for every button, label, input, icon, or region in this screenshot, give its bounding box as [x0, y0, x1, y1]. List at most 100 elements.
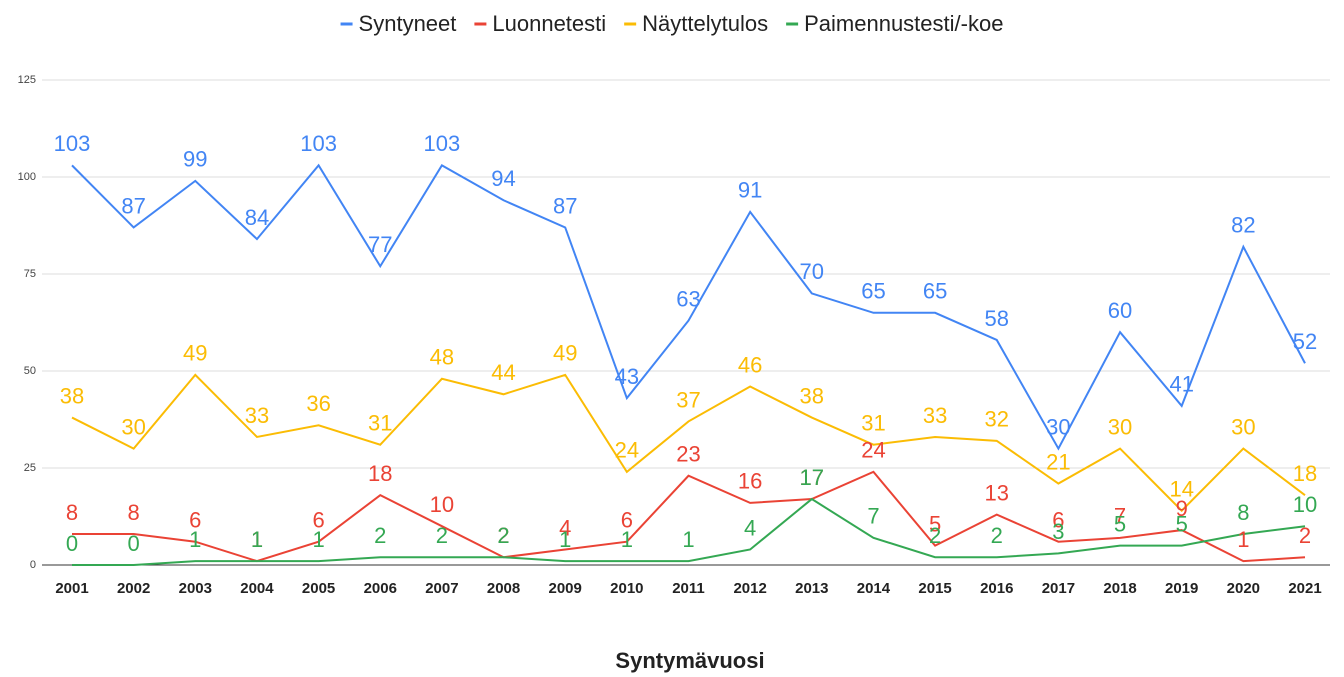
data-label: 2 — [929, 523, 941, 548]
series-line — [71, 373, 1306, 513]
data-label: 1 — [621, 527, 633, 552]
data-label: 23 — [676, 442, 700, 467]
data-label: 24 — [615, 438, 639, 463]
data-label: 44 — [491, 360, 515, 385]
data-label: 30 — [1108, 414, 1132, 439]
data-label: 5 — [1114, 511, 1126, 536]
data-label: 84 — [245, 205, 269, 230]
series-line — [72, 497, 1306, 566]
data-label: 91 — [738, 178, 762, 203]
data-label: 30 — [1231, 414, 1255, 439]
data-label: 70 — [800, 259, 824, 284]
data-label: 10 — [1293, 492, 1317, 517]
x-tick-label: 2016 — [980, 580, 1013, 597]
data-label: 65 — [861, 279, 885, 304]
data-label: 30 — [121, 414, 145, 439]
x-axis-title: Syntymävuosi — [615, 648, 764, 673]
y-tick-label: 0 — [30, 559, 36, 571]
x-tick-label: 2020 — [1227, 580, 1260, 597]
data-label: 3 — [1052, 519, 1064, 544]
data-label: 7 — [1114, 504, 1126, 529]
data-label: 1 — [251, 527, 263, 552]
data-label: 14 — [1169, 476, 1193, 501]
data-label: 7 — [867, 504, 879, 529]
y-tick-label: 50 — [24, 365, 36, 377]
x-tick-label: 2004 — [240, 580, 274, 597]
data-label: 33 — [923, 403, 947, 428]
legend-label: Syntyneet — [359, 11, 457, 36]
data-label: 24 — [861, 438, 885, 463]
x-tick-label: 2017 — [1042, 580, 1075, 597]
data-label: 103 — [424, 131, 461, 156]
data-label: 30 — [1046, 414, 1070, 439]
legend-label: Paimennustesti/-koe — [804, 11, 1003, 36]
x-tick-label: 2007 — [425, 580, 458, 597]
data-label: 1 — [1237, 527, 1249, 552]
data-label: 103 — [54, 131, 91, 156]
data-label: 60 — [1108, 298, 1132, 323]
x-tick-label: 2005 — [302, 580, 335, 597]
y-tick-label: 125 — [18, 74, 36, 86]
x-tick-label: 2021 — [1288, 580, 1321, 597]
data-label: 38 — [60, 383, 84, 408]
data-label: 18 — [1293, 461, 1317, 486]
data-label: 21 — [1046, 449, 1070, 474]
x-tick-label: 2014 — [857, 580, 891, 597]
data-label: 52 — [1293, 329, 1317, 354]
x-tick-label: 2010 — [610, 580, 643, 597]
x-tick-label: 2013 — [795, 580, 828, 597]
data-label: 2 — [374, 523, 386, 548]
series-line — [72, 470, 1306, 563]
data-label: 1 — [559, 527, 571, 552]
data-label: 6 — [189, 508, 201, 533]
data-label: 77 — [368, 232, 392, 257]
data-label: 0 — [128, 531, 140, 556]
x-tick-label: 2008 — [487, 580, 520, 597]
data-label: 31 — [861, 411, 885, 436]
data-label: 31 — [368, 411, 392, 436]
x-tick-label: 2009 — [549, 580, 582, 597]
x-tick-label: 2001 — [55, 580, 88, 597]
legend-label: Luonnetesti — [492, 11, 606, 36]
x-tick-label: 2002 — [117, 580, 150, 597]
data-label: 1 — [682, 527, 694, 552]
x-tick-label: 2006 — [364, 580, 397, 597]
data-label: 4 — [744, 515, 756, 540]
data-label: 1 — [189, 527, 201, 552]
data-label: 8 — [1237, 500, 1249, 525]
data-label: 1 — [312, 527, 324, 552]
data-label: 87 — [553, 193, 577, 218]
data-label: 94 — [491, 166, 515, 191]
y-tick-label: 25 — [24, 462, 36, 474]
data-label: 2 — [497, 523, 509, 548]
data-label: 8 — [66, 500, 78, 525]
data-label: 36 — [306, 391, 330, 416]
legend: Syntyneet Luonnetesti Näyttelytulos Paimenn… — [340, 11, 1003, 36]
data-label: 9 — [1176, 496, 1188, 521]
data-label: 99 — [183, 147, 207, 172]
x-tick-label: 2003 — [179, 580, 212, 597]
data-label: 2 — [436, 523, 448, 548]
data-label: 87 — [121, 193, 145, 218]
x-tick-label: 2012 — [733, 580, 766, 597]
data-label: 2 — [991, 523, 1003, 548]
legend-label: Näyttelytulos — [642, 11, 768, 36]
data-label: 6 — [1052, 508, 1064, 533]
data-label: 17 — [800, 465, 824, 490]
data-label: 103 — [300, 131, 337, 156]
data-label: 2 — [1299, 523, 1311, 548]
data-label: 17 — [800, 465, 824, 490]
data-label: 33 — [245, 403, 269, 428]
data-label: 4 — [559, 515, 571, 540]
data-label: 43 — [615, 364, 639, 389]
y-tick-label: 75 — [24, 268, 36, 280]
data-label: 58 — [985, 306, 1009, 331]
x-tick-label: 2019 — [1165, 580, 1198, 597]
data-label: 32 — [985, 407, 1009, 432]
data-label: 1 — [251, 527, 263, 552]
data-label: 5 — [929, 511, 941, 536]
x-tick-label: 2011 — [672, 580, 705, 597]
x-tick-label: 2018 — [1103, 580, 1136, 597]
data-label: 18 — [368, 461, 392, 486]
